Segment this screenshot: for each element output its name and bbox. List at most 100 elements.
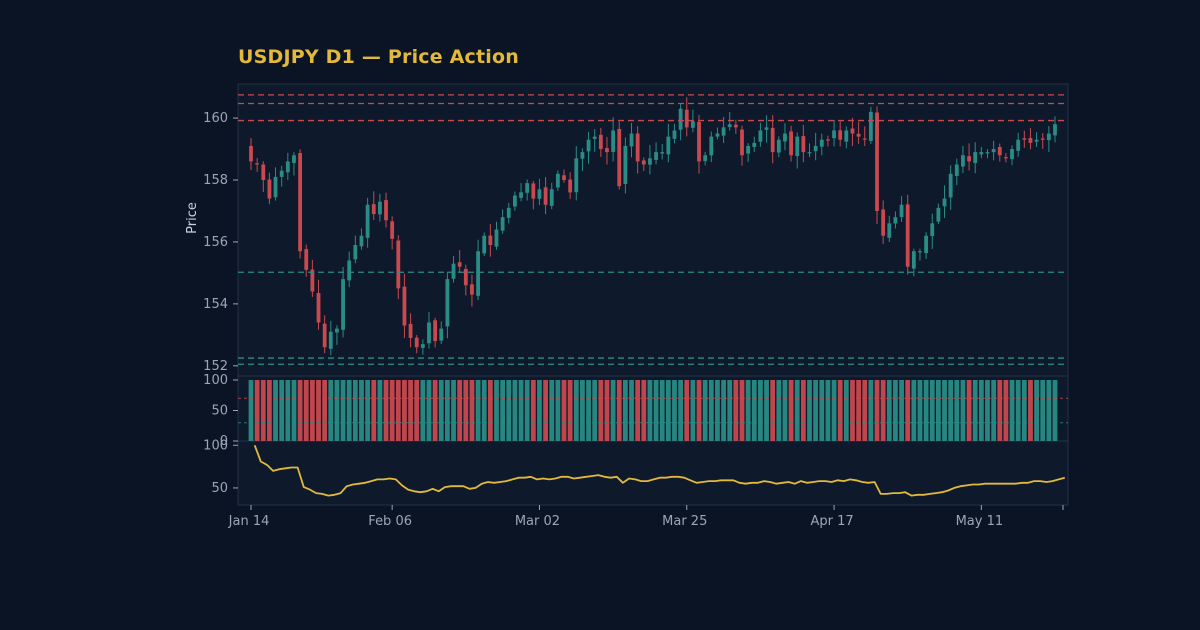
- candle-body: [279, 170, 284, 177]
- axes: 152 154 156 158 160 Price 0 50 100 50 100 Jan 14 Feb…: [185, 111, 1064, 529]
- volume-bar: [469, 380, 475, 441]
- candle-body: [709, 136, 714, 156]
- volume-bar: [500, 380, 506, 441]
- volume-bar: [395, 380, 401, 441]
- volume-bar: [647, 380, 653, 441]
- candle-body: [390, 221, 395, 239]
- volume-bar: [604, 380, 610, 441]
- candle-body: [697, 121, 701, 162]
- candle-body: [721, 127, 726, 136]
- volume-bar: [518, 380, 524, 441]
- candle-body: [494, 229, 499, 247]
- volume-bar: [843, 380, 849, 441]
- candle-body: [598, 134, 603, 150]
- volume-bar: [1015, 380, 1021, 441]
- candle-body: [881, 209, 886, 236]
- candle-body: [942, 198, 947, 207]
- volume-bar: [954, 380, 960, 441]
- candle-body: [445, 279, 450, 327]
- candle-body: [813, 145, 818, 152]
- x-tick-label: Mar 02: [515, 514, 560, 529]
- candle-body: [457, 262, 462, 267]
- candle-body: [384, 200, 388, 221]
- volume-bar: [696, 380, 702, 441]
- volume-bar: [573, 380, 579, 441]
- candle-body: [961, 155, 965, 167]
- volume-bar: [825, 380, 831, 441]
- volume-bar: [1028, 380, 1033, 441]
- volume-bar: [911, 380, 917, 441]
- volume-bar: [942, 380, 947, 441]
- candle-body: [887, 223, 892, 238]
- candle-body: [322, 323, 327, 348]
- volume-bar: [739, 380, 745, 441]
- candle-body: [617, 128, 622, 187]
- candle-body: [451, 263, 456, 279]
- candle-body: [1040, 138, 1045, 140]
- volume-bar: [359, 380, 364, 441]
- candle-body: [402, 286, 407, 326]
- candle-body: [353, 245, 358, 260]
- volume-bar: [1009, 380, 1015, 441]
- volume-bar: [543, 380, 548, 441]
- candle-body: [690, 121, 695, 128]
- volume-bar: [334, 380, 340, 441]
- candle-body: [899, 204, 904, 218]
- volume-bar: [408, 380, 413, 441]
- candle-body: [789, 131, 793, 156]
- candle-body: [310, 269, 315, 292]
- volume-bar: [371, 380, 377, 441]
- candle-body: [1010, 149, 1014, 160]
- volume-bar: [659, 380, 665, 441]
- volume-bar: [997, 380, 1003, 441]
- candle-body: [1028, 137, 1033, 143]
- volume-bar: [776, 380, 782, 441]
- candle-body: [991, 149, 996, 153]
- candle-body: [1003, 157, 1008, 159]
- volume-bar: [512, 380, 518, 441]
- candle-body: [764, 127, 769, 130]
- candle-body: [543, 187, 548, 205]
- candle-body: [506, 207, 511, 218]
- candle-body: [911, 251, 916, 269]
- candle-body: [629, 133, 634, 147]
- candle-body: [335, 328, 339, 333]
- candle-body: [930, 223, 935, 237]
- oscillator-panel: [253, 444, 1066, 497]
- volume-bar: [487, 380, 493, 441]
- candle-body: [979, 152, 984, 155]
- volume-bar: [751, 380, 757, 441]
- volume-bar: [978, 380, 984, 441]
- volume-bar: [917, 380, 923, 441]
- volume-bar: [966, 380, 972, 441]
- candle-body: [795, 136, 800, 157]
- volume-bar: [850, 380, 855, 441]
- volume-bar: [727, 380, 733, 441]
- volume-bar: [586, 380, 591, 441]
- volume-bar: [561, 380, 567, 441]
- volume-bar: [622, 380, 628, 441]
- candle-body: [948, 173, 953, 198]
- volume-bar: [856, 380, 861, 441]
- candle-body: [580, 152, 585, 159]
- volume-bar: [1034, 380, 1039, 441]
- volume-bar: [886, 380, 892, 441]
- candle-body: [1034, 139, 1039, 142]
- volume-bar: [463, 380, 469, 441]
- price-tick-label: 158: [203, 173, 228, 188]
- candle-body: [371, 204, 376, 215]
- volume-bar: [580, 380, 585, 441]
- volume-bar: [260, 380, 266, 441]
- volume-bar: [960, 380, 966, 441]
- volume-bar: [273, 380, 278, 441]
- candle-body: [1016, 139, 1021, 151]
- volume-bar: [322, 380, 328, 441]
- volume-tick-label: 100: [203, 373, 228, 388]
- volume-bar: [764, 380, 769, 441]
- candle-body: [562, 175, 566, 180]
- volume-bar: [438, 380, 444, 441]
- volume-bar: [905, 380, 911, 441]
- oscillator-line: [253, 444, 1066, 497]
- candle-body: [776, 139, 781, 153]
- plot-area: [237, 83, 1069, 506]
